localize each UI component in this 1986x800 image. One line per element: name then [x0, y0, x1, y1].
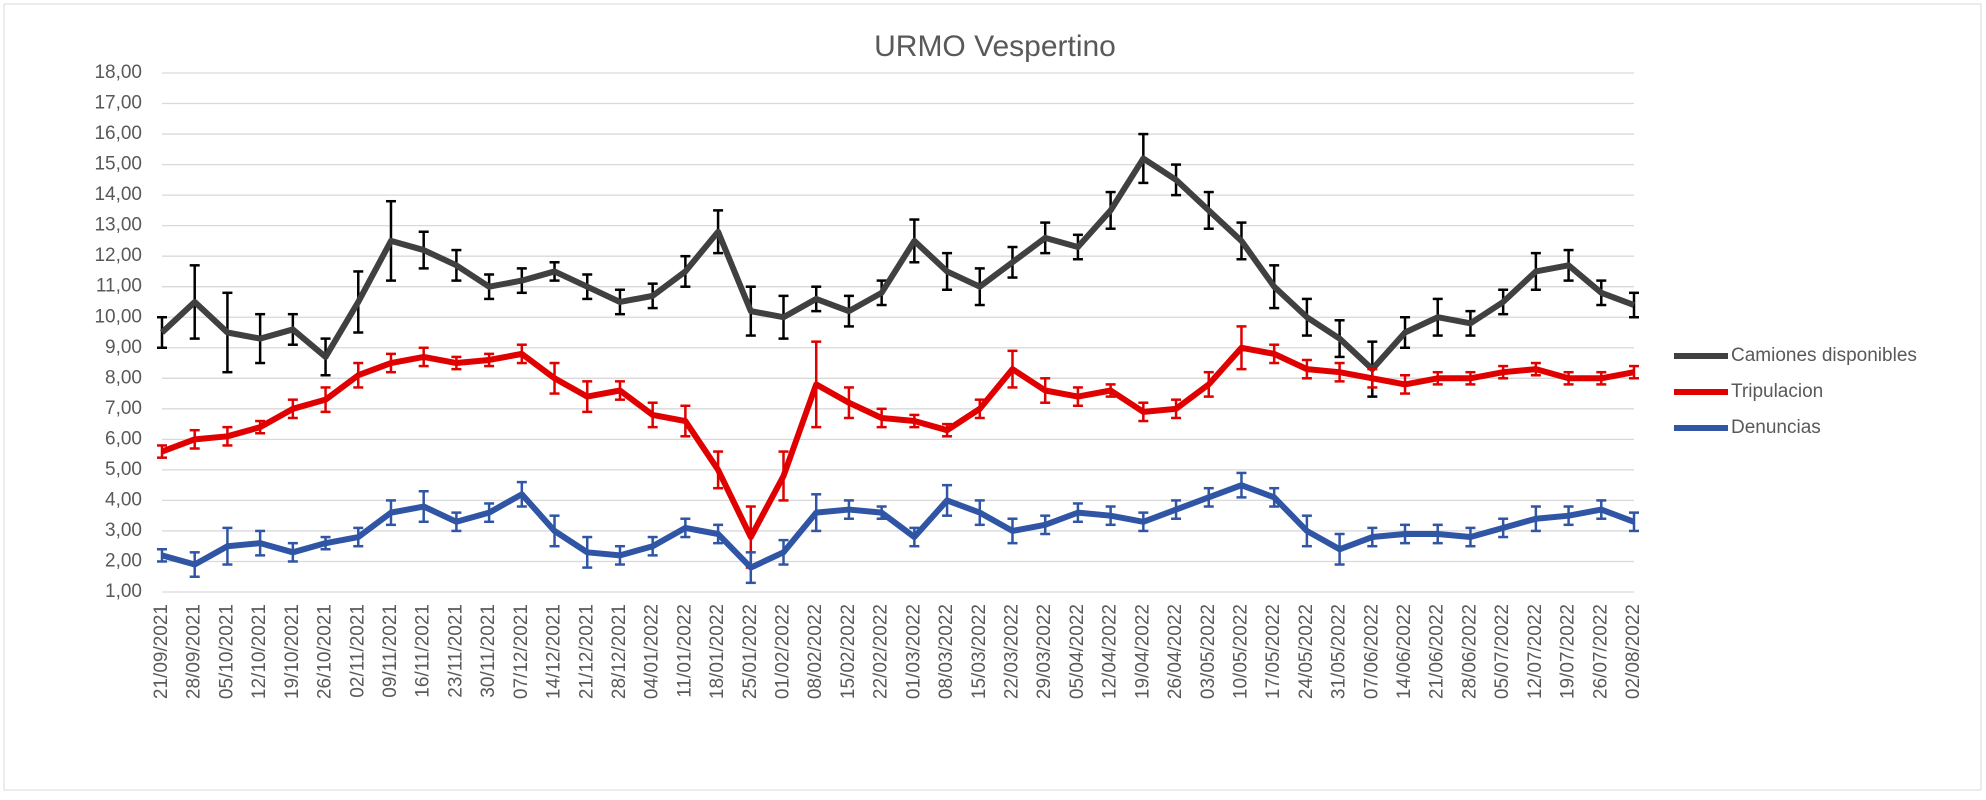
x-tick-label: 21/12/2021 [576, 604, 597, 699]
x-tick-label: 02/11/2021 [347, 604, 368, 698]
x-tick-label: 14/12/2021 [544, 604, 565, 699]
x-tick-label: 14/06/2022 [1394, 604, 1415, 699]
x-tick-label: 02/08/2022 [1623, 604, 1644, 699]
x-tick-label: 01/02/2022 [773, 604, 794, 699]
x-tick-label: 29/03/2022 [1034, 604, 1055, 699]
series-line [161, 482, 1636, 571]
y-tick-label: 14,00 [94, 184, 142, 205]
x-tick-label: 08/02/2022 [805, 604, 826, 699]
chart-title: URMO Vespertino [874, 30, 1116, 63]
x-tick-label: 12/07/2022 [1525, 604, 1546, 699]
y-tick-label: 16,00 [94, 123, 142, 144]
y-tick-label: 7,00 [105, 398, 142, 419]
series-line [159, 155, 1636, 373]
x-tick-label: 22/03/2022 [1002, 604, 1023, 699]
x-tick-label: 19/07/2022 [1558, 604, 1579, 699]
x-tick-label: 11/01/2022 [674, 604, 695, 698]
x-tick-label: 26/04/2022 [1165, 604, 1186, 699]
x-tick-label: 16/11/2021 [413, 604, 434, 698]
x-tick-label: 12/04/2022 [1100, 604, 1121, 699]
y-tick-label: 5,00 [105, 459, 142, 480]
x-tick-label: 15/02/2022 [838, 604, 859, 699]
x-tick-label: 31/05/2022 [1329, 604, 1350, 699]
x-tick-label: 01/03/2022 [903, 604, 924, 699]
x-tick-label: 26/07/2022 [1590, 604, 1611, 699]
y-tick-label: 4,00 [105, 489, 142, 510]
y-tick-label: 3,00 [105, 520, 142, 541]
x-tick-label: 19/10/2021 [282, 604, 303, 699]
x-tick-label: 05/07/2022 [1492, 604, 1513, 699]
x-tick-label: 04/01/2022 [642, 604, 663, 699]
y-tick-label: 10,00 [94, 306, 142, 327]
y-tick-label: 12,00 [94, 245, 142, 266]
x-tick-label: 09/11/2021 [380, 604, 401, 698]
x-tick-label: 03/05/2022 [1198, 604, 1219, 699]
x-tick-label: 05/04/2022 [1067, 604, 1088, 699]
legend-label: Tripulacion [1731, 381, 1823, 402]
y-tick-label: 11,00 [96, 276, 142, 297]
x-tick-label: 22/02/2022 [871, 604, 892, 699]
legend-label: Camiones disponibles [1731, 345, 1917, 366]
x-tick-label: 28/06/2022 [1459, 604, 1480, 699]
x-tick-label: 07/12/2021 [511, 604, 532, 699]
series-line [160, 344, 1635, 541]
x-tick-label: 18/01/2022 [707, 604, 728, 699]
x-tick-label: 25/01/2022 [740, 604, 761, 699]
x-tick-label: 17/05/2022 [1263, 604, 1284, 699]
y-tick-label: 1,00 [105, 581, 142, 602]
x-tick-label: 28/12/2021 [609, 604, 630, 699]
x-tick-label: 12/10/2021 [249, 604, 270, 699]
y-tick-label: 9,00 [105, 337, 142, 358]
x-tick-label: 05/10/2021 [216, 604, 237, 699]
y-tick-label: 2,00 [105, 550, 142, 571]
x-tick-label: 23/11/2021 [445, 604, 466, 698]
x-tick-label: 19/04/2022 [1132, 604, 1153, 699]
x-tick-label: 07/06/2022 [1361, 604, 1382, 699]
legend-label: Denuncias [1731, 417, 1821, 438]
x-tick-label: 15/03/2022 [969, 604, 990, 699]
y-tick-label: 15,00 [94, 154, 142, 175]
y-tick-label: 8,00 [105, 367, 142, 388]
x-tick-label: 26/10/2021 [315, 604, 336, 699]
x-tick-label: 10/05/2022 [1230, 604, 1251, 699]
x-tick-label: 08/03/2022 [936, 604, 957, 699]
y-tick-label: 6,00 [105, 428, 142, 449]
y-tick-label: 18,00 [94, 62, 142, 83]
x-tick-label: 21/06/2022 [1427, 604, 1448, 699]
x-tick-label: 30/11/2021 [478, 604, 499, 698]
y-tick-label: 17,00 [94, 93, 142, 114]
x-tick-label: 21/09/2021 [151, 604, 172, 699]
x-tick-label: 28/09/2021 [184, 604, 205, 699]
x-tick-label: 24/05/2022 [1296, 604, 1317, 699]
y-tick-label: 13,00 [94, 215, 142, 236]
